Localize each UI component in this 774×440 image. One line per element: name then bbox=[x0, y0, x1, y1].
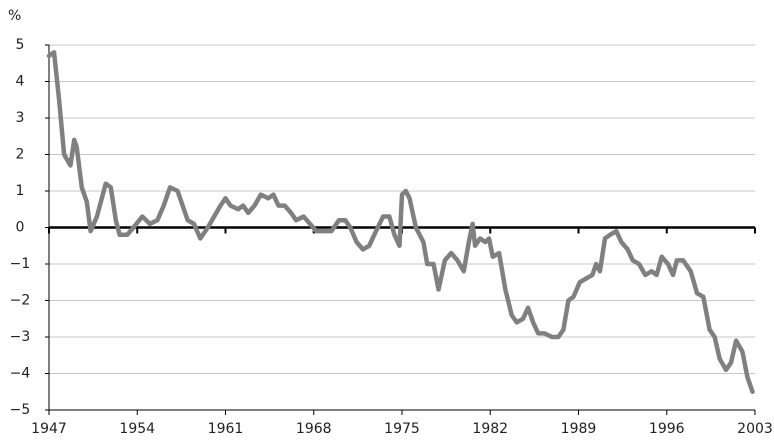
y-tick-label: 3 bbox=[16, 110, 25, 126]
x-tick-label: 1947 bbox=[31, 421, 67, 437]
y-tick-label: 2 bbox=[16, 147, 25, 163]
x-tick-label: 1989 bbox=[561, 421, 597, 437]
x-tick-label: 1968 bbox=[296, 421, 332, 437]
y-tick-label: −3 bbox=[10, 329, 31, 345]
x-tick-label: 1961 bbox=[208, 421, 244, 437]
x-tick-label: 1954 bbox=[119, 421, 155, 437]
y-tick-label: −4 bbox=[10, 366, 31, 382]
x-tick-label: 2003 bbox=[737, 421, 773, 437]
data-line bbox=[46, 50, 755, 394]
x-tick-label: 1982 bbox=[472, 421, 508, 437]
y-unit: % bbox=[8, 8, 21, 24]
y-tick-label: −1 bbox=[10, 256, 31, 272]
x-tick-label: 1975 bbox=[384, 421, 420, 437]
y-tick-label: 4 bbox=[16, 74, 25, 90]
x-tick-label: 1996 bbox=[649, 421, 685, 437]
y-tick-label: 1 bbox=[16, 183, 25, 199]
y-tick-label: 5 bbox=[16, 37, 25, 53]
y-tick-label: −5 bbox=[10, 402, 31, 418]
y-tick-label: 0 bbox=[16, 220, 25, 236]
y-tick-label: −2 bbox=[10, 293, 31, 309]
